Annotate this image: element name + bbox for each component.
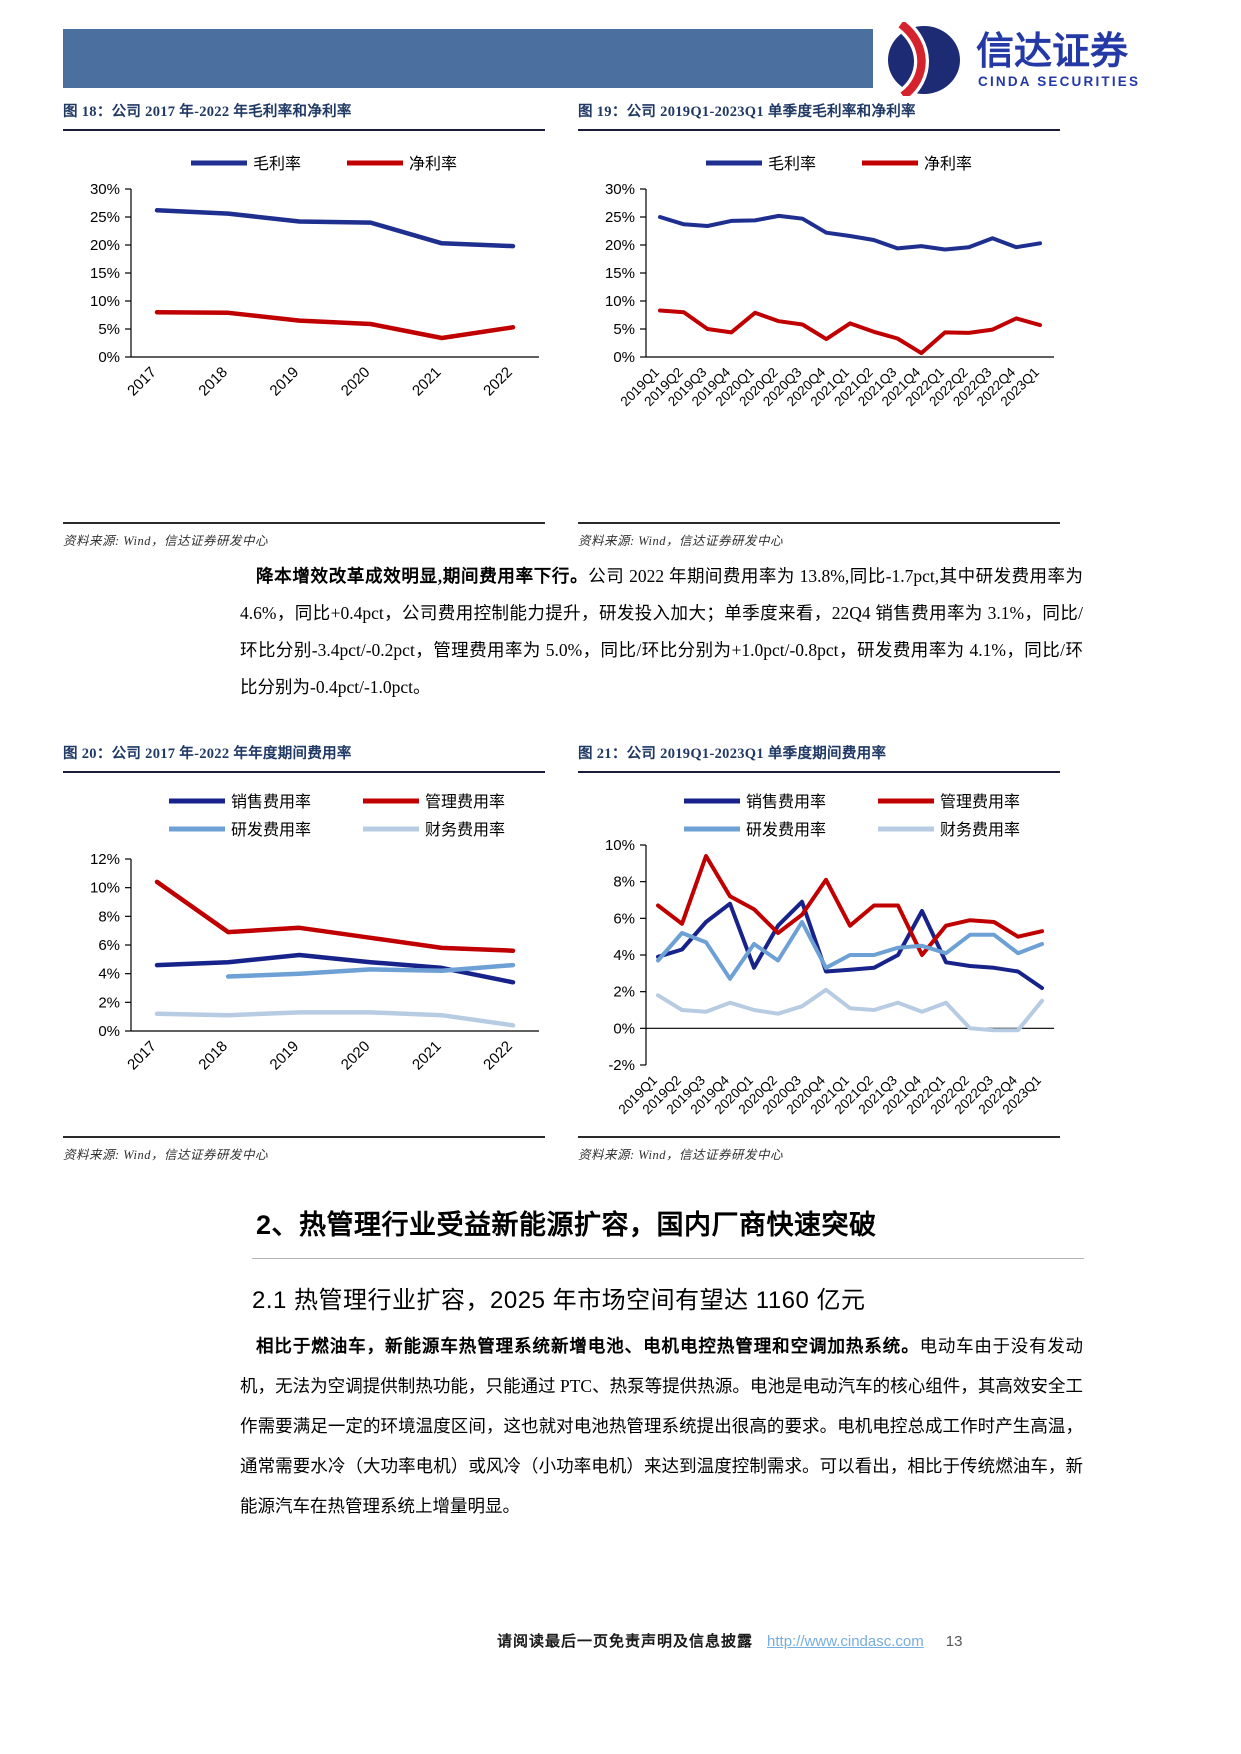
svg-text:0%: 0% [613, 1020, 635, 1037]
figure-19: 图 19：公司 2019Q1-2023Q1 单季度毛利率和净利率 毛利率 净利率 0… [578, 100, 1060, 549]
svg-text:20%: 20% [605, 237, 635, 254]
svg-text:2017: 2017 [124, 1038, 160, 1074]
svg-text:研发费用率: 研发费用率 [746, 821, 826, 839]
figure-20-title: 图 20：公司 2017 年-2022 年年度期间费用率 [63, 742, 545, 773]
svg-text:10%: 10% [90, 293, 120, 310]
expense-ratio-paragraph: 降本增效改革成效明显,期间费用率下行。公司 2022 年期间费用率为 13.8%… [240, 558, 1083, 706]
svg-text:8%: 8% [98, 908, 120, 925]
svg-text:6%: 6% [98, 937, 120, 954]
svg-text:销售费用率: 销售费用率 [746, 793, 826, 811]
svg-text:6%: 6% [613, 910, 635, 927]
figure-19-line-chart: 毛利率 净利率 0% 5% 10% 15% 20% 25% 30% 2019Q1 2019Q2 201… [578, 131, 1060, 522]
svg-text:2021: 2021 [409, 364, 445, 400]
svg-text:2020: 2020 [338, 1038, 374, 1074]
svg-text:2019: 2019 [267, 1038, 303, 1074]
svg-text:研发费用率: 研发费用率 [231, 821, 311, 839]
svg-text:4%: 4% [613, 947, 635, 964]
section-divider [252, 1258, 1084, 1259]
svg-text:4%: 4% [98, 966, 120, 983]
svg-text:2019: 2019 [267, 364, 303, 400]
svg-text:毛利率: 毛利率 [768, 155, 816, 173]
paragraph-2-bold-lead: 相比于燃油车，新能源车热管理系统新增电池、电机电控热管理和空调加热系统。 [256, 1336, 920, 1356]
paragraph-1-bold-lead: 降本增效改革成效明显,期间费用率下行。 [256, 566, 589, 586]
svg-text:财务费用率: 财务费用率 [425, 821, 505, 839]
header-bar [63, 29, 873, 88]
svg-text:净利率: 净利率 [409, 155, 457, 173]
svg-text:净利率: 净利率 [924, 155, 972, 173]
logo-swoosh-icon [888, 17, 960, 103]
footer-link[interactable]: http://www.cindasc.com [767, 1633, 924, 1650]
figure-18-title: 图 18：公司 2017 年-2022 年毛利率和净利率 [63, 100, 545, 131]
svg-text:8%: 8% [613, 874, 635, 891]
svg-text:15%: 15% [605, 265, 635, 282]
svg-text:0%: 0% [613, 349, 635, 366]
figure-20-line-chart: 销售费用率 管理费用率研发费用率 财务费用率 0% 2% 4% 6% 8% 10% 12% 2017… [63, 773, 545, 1136]
svg-text:5%: 5% [98, 321, 120, 338]
figure-21: 图 21：公司 2019Q1-2023Q1 单季度期间费用率 销售费用率 管理费用… [578, 742, 1060, 1163]
logo-en-text: CINDA SECURITIES [978, 74, 1140, 89]
figure-18-source: 资料来源: Wind，信达证券研发中心 [63, 522, 545, 549]
page-number: 13 [945, 1633, 963, 1650]
svg-text:25%: 25% [90, 209, 120, 226]
svg-text:5%: 5% [613, 321, 635, 338]
section-2-1-heading: 2.1 热管理行业扩容，2025 年市场空间有望达 1160 亿元 [252, 1287, 866, 1314]
cinda-securities-logo: 信达证券 CINDA SECURITIES [884, 17, 1204, 103]
svg-text:2018: 2018 [195, 364, 231, 400]
svg-text:销售费用率: 销售费用率 [231, 793, 311, 811]
svg-text:2%: 2% [98, 994, 120, 1011]
svg-text:财务费用率: 财务费用率 [940, 821, 1020, 839]
svg-text:25%: 25% [605, 209, 635, 226]
svg-text:20%: 20% [90, 237, 120, 254]
thermal-management-paragraph: 相比于燃油车，新能源车热管理系统新增电池、电机电控热管理和空调加热系统。电动车由… [240, 1326, 1083, 1526]
section-2-heading: 2、热管理行业受益新能源扩容，国内厂商快速突破 [256, 1210, 877, 1240]
svg-text:30%: 30% [90, 181, 120, 198]
logo-cn-text: 信达证券 [976, 31, 1129, 73]
svg-text:2020: 2020 [338, 364, 374, 400]
svg-text:2%: 2% [613, 984, 635, 1001]
svg-text:毛利率: 毛利率 [253, 155, 301, 173]
figure-21-line-chart: 销售费用率 管理费用率 研发费用率 财务费用率 -2% 0% 2% 4% 6% 8% 10% 2019… [578, 773, 1060, 1136]
figure-19-source: 资料来源: Wind，信达证券研发中心 [578, 522, 1060, 549]
svg-text:0%: 0% [98, 349, 120, 366]
paragraph-1-body: 公司 2022 年期间费用率为 13.8%,同比-1.7pct,其中研发费用率为… [240, 566, 1083, 697]
svg-text:10%: 10% [605, 293, 635, 310]
svg-text:30%: 30% [605, 181, 635, 198]
svg-text:2021: 2021 [409, 1038, 445, 1074]
svg-text:10%: 10% [90, 880, 120, 897]
svg-text:10%: 10% [605, 837, 635, 854]
figure-20: 图 20：公司 2017 年-2022 年年度期间费用率 销售费用率 管理费用率研… [63, 742, 545, 1163]
svg-text:-2%: -2% [608, 1057, 635, 1074]
svg-text:12%: 12% [90, 851, 120, 868]
svg-text:2022: 2022 [480, 364, 516, 400]
footer-disclaimer: 请阅读最后一页免责声明及信息披露 [497, 1634, 754, 1650]
figure-21-title: 图 21：公司 2019Q1-2023Q1 单季度期间费用率 [578, 742, 1060, 773]
svg-text:管理费用率: 管理费用率 [940, 793, 1020, 811]
paragraph-2-body: 电动车由于没有发动机，无法为空调提供制热功能，只能通过 PTC、热泵等提供热源。… [240, 1336, 1083, 1516]
figure-18-line-chart: 毛利率 净利率 0% 5% 10% 15% 20% 25% 30% 2017 2018 2019 202… [63, 131, 545, 522]
svg-text:管理费用率: 管理费用率 [425, 793, 505, 811]
svg-text:2018: 2018 [195, 1038, 231, 1074]
svg-text:2017: 2017 [124, 364, 160, 400]
svg-text:15%: 15% [90, 265, 120, 282]
page-footer: 请阅读最后一页免责声明及信息披露 http://www.cindasc.com … [497, 1630, 962, 1651]
figure-21-source: 资料来源: Wind，信达证券研发中心 [578, 1136, 1060, 1163]
figure-19-title: 图 19：公司 2019Q1-2023Q1 单季度毛利率和净利率 [578, 100, 1060, 131]
figure-18: 图 18：公司 2017 年-2022 年毛利率和净利率 毛利率 净利率 0% 5% 1… [63, 100, 545, 549]
svg-text:2022: 2022 [480, 1038, 516, 1074]
svg-text:0%: 0% [98, 1023, 120, 1040]
figure-20-source: 资料来源: Wind，信达证券研发中心 [63, 1136, 545, 1163]
